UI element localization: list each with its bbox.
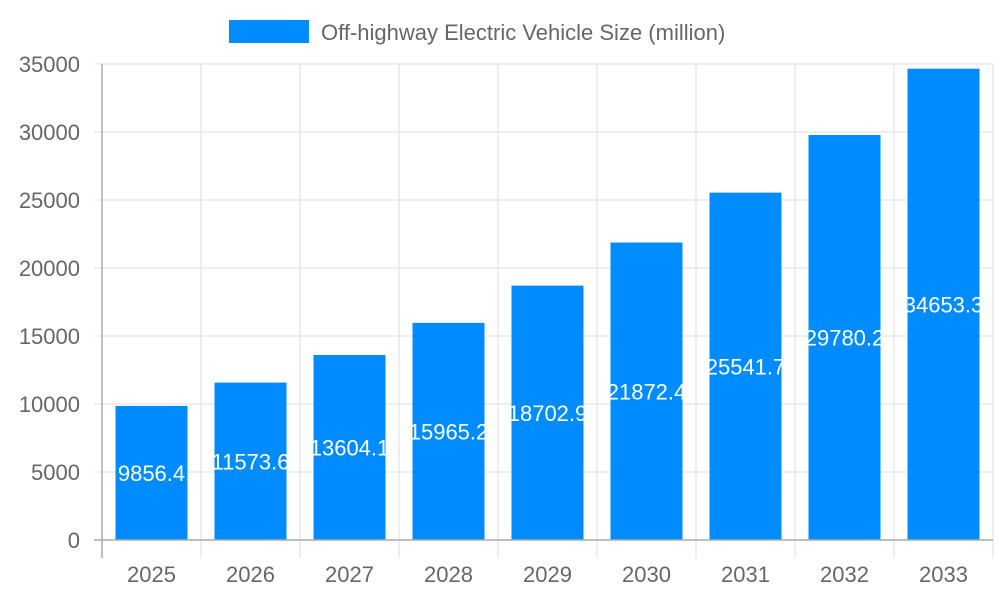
- bar-2029: [511, 285, 584, 540]
- x-tick-label: 2025: [127, 562, 176, 587]
- legend-label: Off-highway Electric Vehicle Size (milli…: [321, 20, 725, 45]
- y-tick-label: 5000: [31, 460, 80, 485]
- y-tick-label: 25000: [19, 188, 80, 213]
- data-label: 13604.1: [310, 435, 390, 460]
- legend-swatch: [229, 20, 309, 43]
- data-label: 25541.7: [706, 354, 786, 379]
- y-tick-label: 0: [68, 528, 80, 553]
- y-tick-label: 15000: [19, 324, 80, 349]
- bar-2032: [808, 134, 881, 541]
- grid: [94, 63, 994, 558]
- bar-2028: [412, 322, 485, 540]
- bars: 9856.4 11573.6 13604.1 15965.2 18702.9 21872.…: [115, 68, 984, 541]
- y-tick-label: 10000: [19, 392, 80, 417]
- data-label: 11573.6: [212, 449, 290, 474]
- y-tick-label: 30000: [19, 120, 80, 145]
- bar-2033: [907, 68, 980, 540]
- x-tick-label: 2027: [325, 562, 374, 587]
- data-label: 21872.4: [607, 379, 687, 404]
- legend[interactable]: Off-highway Electric Vehicle Size (milli…: [229, 20, 725, 45]
- x-tick-label: 2031: [721, 562, 770, 587]
- x-tick-label: 2033: [919, 562, 968, 587]
- x-tick-label: 2030: [622, 562, 671, 587]
- x-tick-label: 2032: [820, 562, 869, 587]
- y-tick-label: 35000: [19, 52, 80, 77]
- bar-2025: [115, 405, 188, 540]
- y-tick-label: 20000: [19, 256, 80, 281]
- data-label: 18702.9: [508, 401, 588, 426]
- axes: 0 5000 10000 15000 20000 25000 30000 35000 2025 2…: [19, 52, 993, 587]
- bar-2026: [214, 382, 287, 540]
- data-label: 9856.4: [118, 461, 185, 486]
- bar-2030: [610, 242, 683, 541]
- x-tick-label: 2028: [424, 562, 473, 587]
- bar-2027: [313, 354, 386, 540]
- x-tick-label: 2026: [226, 562, 275, 587]
- data-label: 34653.3: [904, 292, 984, 317]
- data-label: 29780.2: [805, 325, 885, 350]
- x-tick-label: 2029: [523, 562, 572, 587]
- bar-2031: [709, 192, 782, 540]
- data-label: 15965.2: [409, 419, 489, 444]
